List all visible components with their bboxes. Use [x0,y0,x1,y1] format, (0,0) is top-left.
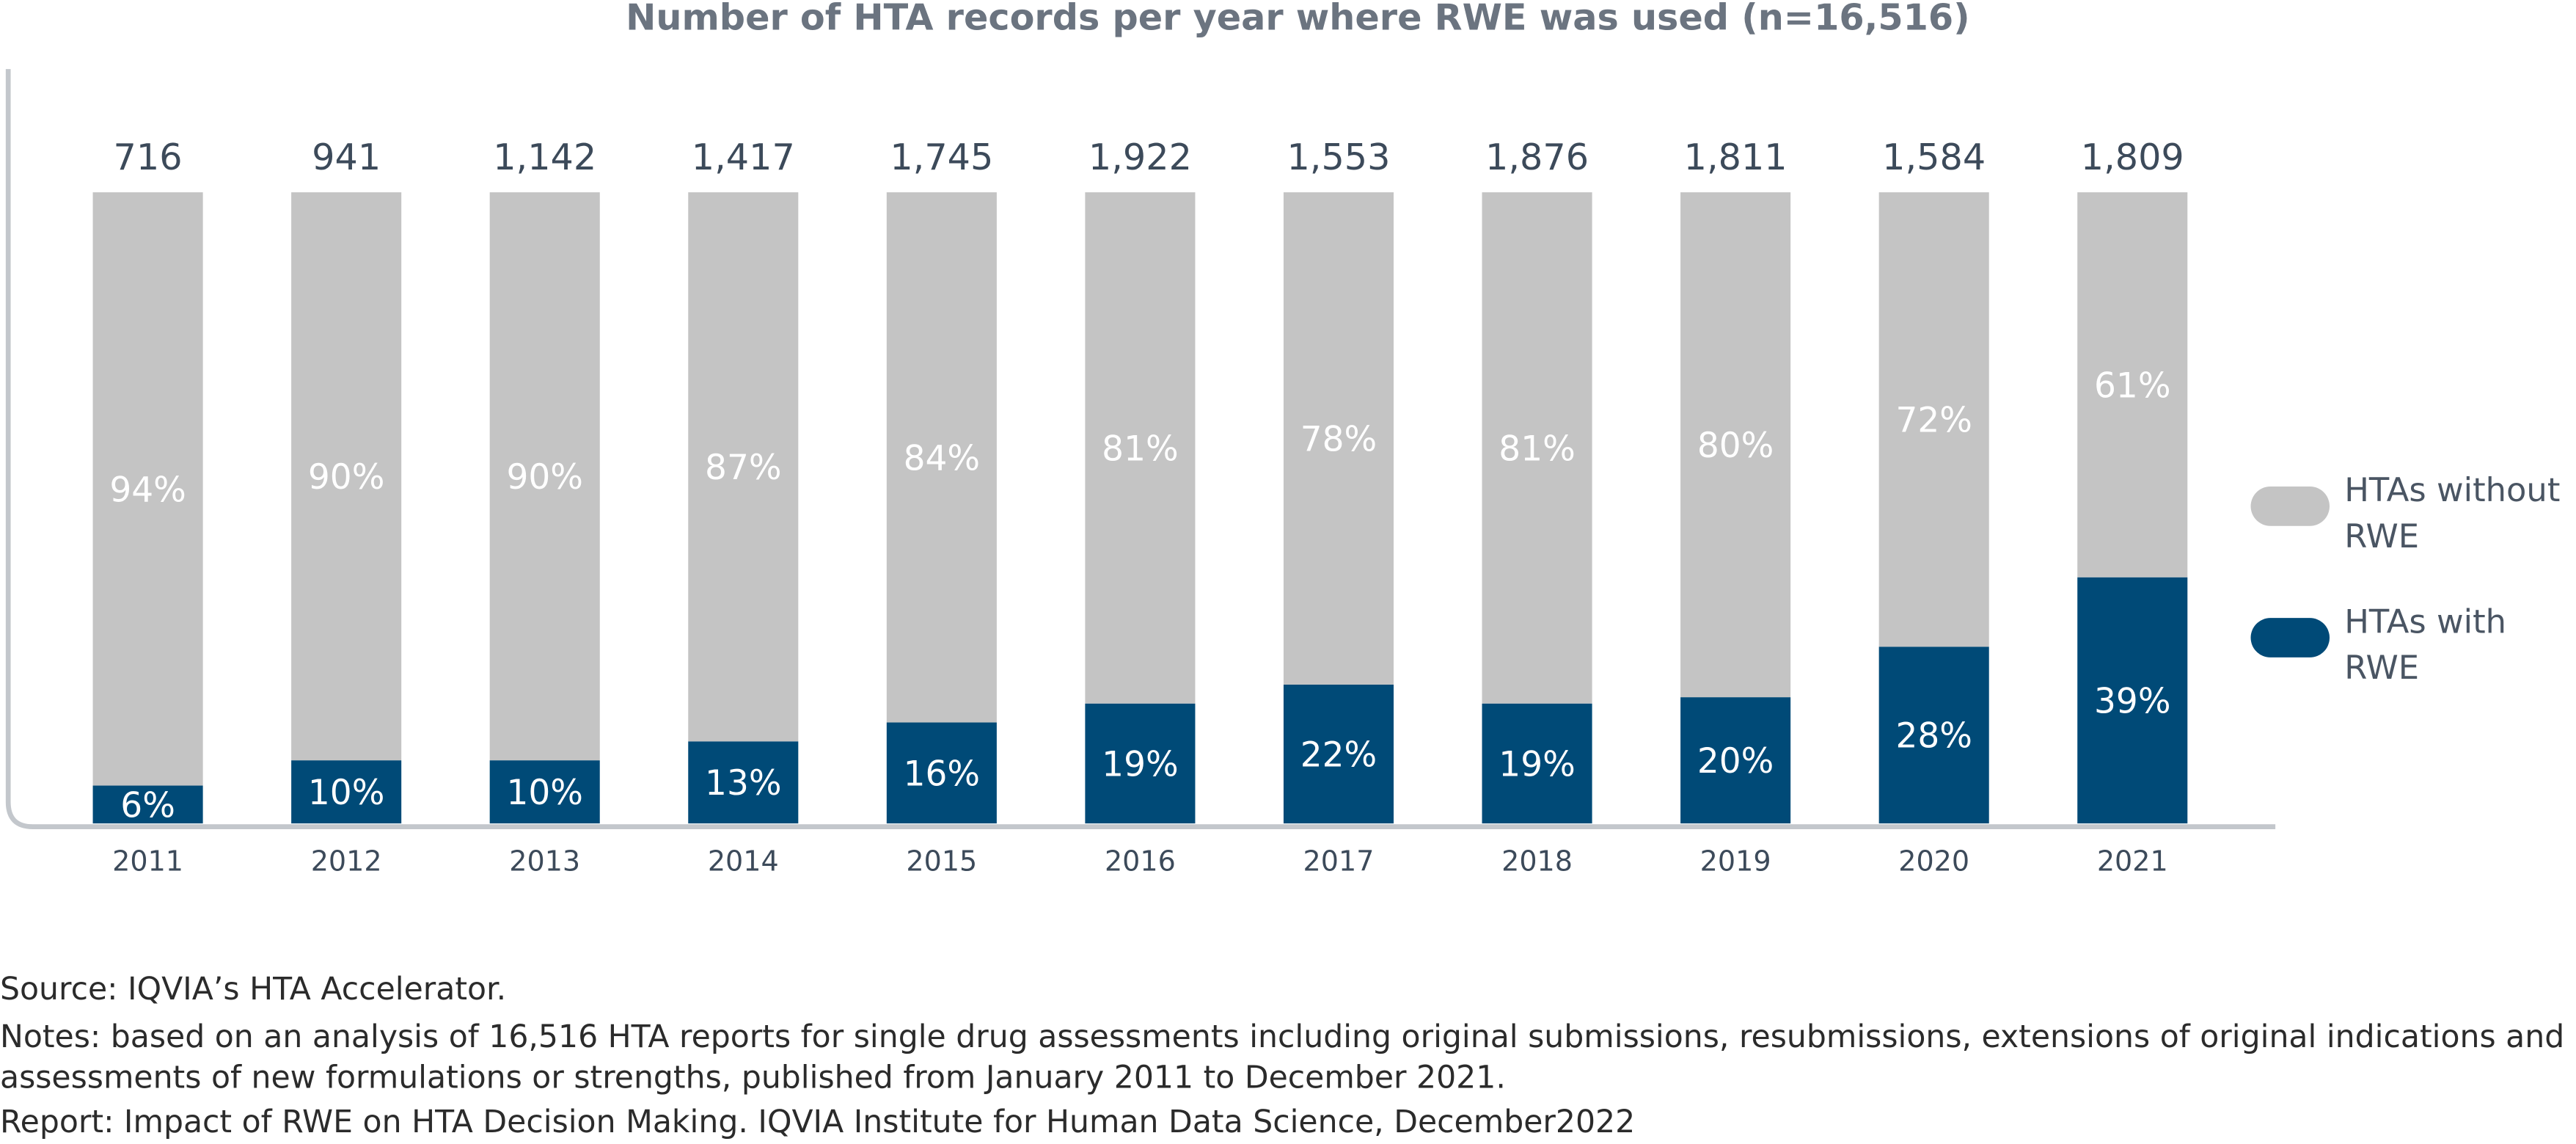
legend-swatch [2250,618,2330,657]
source: Source: IQVIA’s HTA Accelerator. [0,971,507,1008]
data-label: 13% [705,763,782,804]
chart-title: Number of HTA records per year where RWE… [626,0,1970,38]
bar-segment [1482,703,1592,824]
data-label: 81% [1102,429,1179,469]
total-label: 1,745 [890,136,993,178]
legend-label: HTAs with RWE [2344,601,2507,688]
data-label: 39% [2094,681,2171,721]
data-label: 20% [1697,741,1774,782]
report: Report: Impact of RWE on HTA Decision Ma… [0,1104,1636,1141]
data-label: 87% [705,448,782,488]
bar-segment [291,760,402,824]
x-tick-label: 2016 [1105,845,1176,877]
total-label: 1,809 [2081,136,2184,178]
data-label: 94% [109,470,186,510]
total-label: 1,876 [1485,136,1589,178]
data-label: 61% [2094,365,2171,406]
data-label: 72% [1895,401,1972,441]
x-tick-label: 2019 [1700,845,1771,877]
data-label: 90% [308,457,385,498]
x-tick-label: 2018 [1501,845,1573,877]
bar-segment [1878,646,1989,824]
x-tick-label: 2017 [1303,845,1375,877]
total-label: 1,142 [493,136,596,178]
axis [5,69,2276,829]
bar-segment [688,192,799,742]
x-tick-label: 2014 [708,845,779,877]
bar-segment [688,741,799,824]
legend-swatch [2250,486,2330,526]
data-label: 80% [1697,426,1774,466]
data-label: 78% [1300,419,1377,459]
data-label: 10% [506,773,582,813]
data-label: 81% [1499,429,1576,469]
bar-segment [1680,697,1791,824]
bar-segment [2077,192,2188,578]
bar-segment [291,192,402,761]
data-label: 28% [1895,716,1972,757]
x-tick-label: 2015 [906,845,977,877]
total-label: 1,584 [1882,136,1986,178]
bar-segment [489,760,600,824]
x-tick-label: 2013 [509,845,580,877]
total-label: 1,811 [1684,136,1788,178]
data-label: 19% [1499,744,1576,784]
x-tick-label: 2020 [1898,845,1969,877]
bar-segment [886,192,997,723]
total-label: 1,922 [1088,136,1192,178]
total-label: 1,417 [692,136,795,178]
notes: Notes: based on an analysis of 16,516 HT… [0,1019,2565,1096]
bar-segment [1878,192,1989,647]
legend-label: HTAs without RWE [2344,470,2561,556]
total-label: 941 [312,136,381,178]
bar-segment [1085,192,1196,704]
data-label: 22% [1300,735,1377,776]
bar-segment [92,785,203,824]
bar-segment [1085,703,1196,824]
total-label: 716 [114,136,183,178]
bar-segment [489,192,600,761]
data-label: 6% [120,785,175,826]
total-label: 1,553 [1287,136,1390,178]
bar-segment [1283,192,1394,685]
data-label: 90% [506,457,582,498]
data-label: 16% [904,754,981,794]
bar-segment [92,192,203,786]
data-label: 10% [308,773,385,813]
x-tick-label: 2012 [311,845,382,877]
x-tick-label: 2021 [2097,845,2168,877]
data-label: 19% [1102,744,1179,784]
bar-segment [886,722,997,824]
data-label: 84% [904,438,981,478]
bar-segment [2077,577,2188,824]
x-tick-label: 2011 [112,845,183,877]
bar-segment [1680,192,1791,698]
bar-segment [1482,192,1592,704]
bar-segment [1283,684,1394,824]
